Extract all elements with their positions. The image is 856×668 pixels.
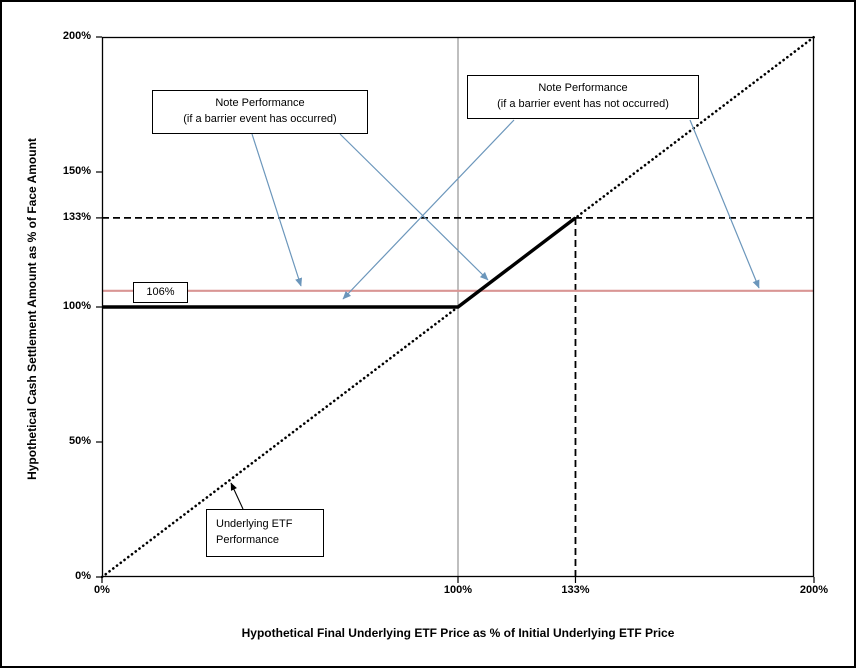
callout-arrow (251, 133, 303, 287)
y-tick-label: 0% (75, 570, 91, 582)
callout-arrow (339, 133, 489, 281)
plot-border (101, 36, 815, 578)
y-tick-label: 133% (62, 210, 91, 223)
x-tick-label: 133% (561, 584, 590, 596)
x-axis-title: Hypothetical Final Underlying ETF Price … (241, 626, 675, 640)
x-tick-label: 200% (799, 584, 829, 596)
y-tick-label: 200% (62, 30, 91, 42)
x-tick-label: 100% (443, 584, 473, 596)
annotation-barrier-occurred: Note Performance (if a barrier event has… (152, 90, 368, 134)
annotation-barrier-not-occurred: Note Performance (if a barrier event has… (467, 75, 699, 119)
y-tick-label: 150% (62, 165, 91, 177)
min-return-value-label: 106% (133, 282, 188, 303)
y-tick-label: 50% (68, 435, 91, 447)
x-tick-label: 0% (94, 584, 110, 596)
y-tick-label: 100% (62, 300, 91, 312)
annotation-barrier-occurred-line1: Note Performance (215, 97, 305, 110)
annotation-underlying-etf-line1: Underlying ETF (216, 518, 293, 531)
series-solid-line (102, 216, 577, 309)
annotation-barrier-not-occurred-line2: (if a barrier event has not occurred) (497, 98, 669, 110)
annotation-underlying-etf-line2: Performance (216, 534, 279, 546)
etf-callout-arrow (230, 482, 244, 510)
callout-arrow (689, 119, 760, 289)
annotation-underlying-etf: Underlying ETF Performance (206, 509, 324, 557)
callout-arrow (342, 119, 515, 300)
annotation-barrier-occurred-line2: (if a barrier event has occurred) (183, 113, 337, 125)
annotation-barrier-not-occurred-line1: Note Performance (538, 82, 628, 95)
